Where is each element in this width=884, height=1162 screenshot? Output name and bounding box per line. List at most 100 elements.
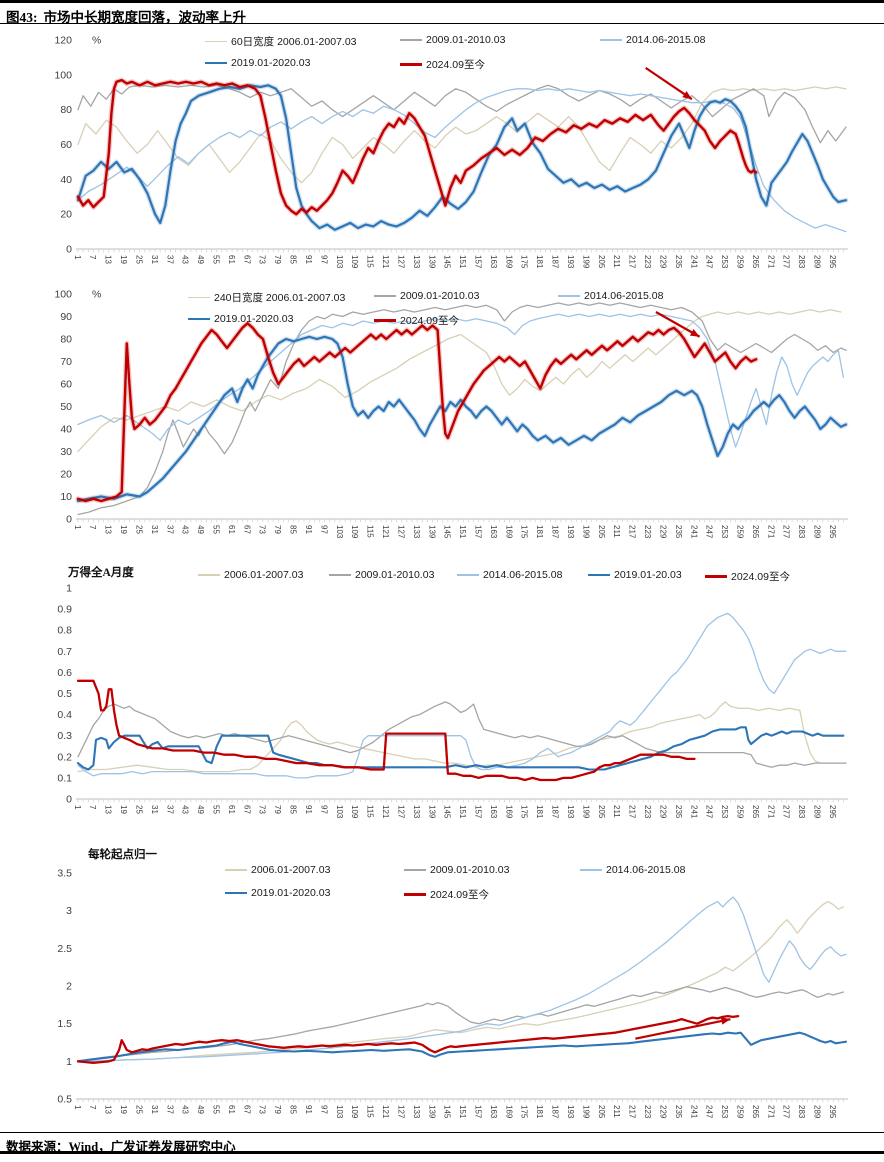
- svg-text:235: 235: [674, 525, 683, 539]
- svg-text:0.4: 0.4: [57, 709, 72, 721]
- legend-swatch: [188, 296, 210, 299]
- svg-text:7: 7: [88, 805, 97, 810]
- series-line: [77, 88, 847, 233]
- svg-text:91: 91: [304, 1105, 313, 1114]
- svg-text:37: 37: [165, 805, 174, 814]
- svg-text:241: 241: [689, 255, 698, 269]
- svg-text:30: 30: [60, 446, 72, 458]
- legend-label: 2024.09至今: [731, 571, 790, 583]
- svg-text:265: 265: [751, 1105, 760, 1119]
- svg-text:0.8: 0.8: [57, 625, 72, 637]
- svg-text:127: 127: [396, 525, 405, 539]
- svg-text:91: 91: [304, 805, 313, 814]
- svg-text:25: 25: [134, 805, 143, 814]
- svg-text:19: 19: [119, 255, 128, 264]
- legend-swatch: [374, 295, 396, 297]
- legend-swatch: [558, 295, 580, 297]
- legend-label: 2009.01-2010.03: [426, 34, 506, 46]
- svg-text:277: 277: [782, 1105, 791, 1119]
- svg-text:55: 55: [212, 805, 221, 814]
- annotation-arrow: [645, 66, 693, 101]
- svg-text:169: 169: [504, 255, 513, 269]
- svg-text:7: 7: [88, 525, 97, 530]
- legend-item: 2006.01-2007.03: [198, 569, 303, 581]
- svg-text:109: 109: [350, 525, 359, 539]
- svg-text:60: 60: [60, 139, 72, 151]
- legend-swatch: [457, 574, 479, 576]
- svg-text:283: 283: [797, 1105, 806, 1119]
- svg-text:199: 199: [581, 255, 590, 269]
- svg-text:85: 85: [289, 255, 298, 264]
- svg-text:115: 115: [366, 255, 375, 268]
- series-line: [76, 679, 696, 782]
- legend-label: 2014.06-2015.08: [606, 864, 686, 876]
- svg-text:193: 193: [566, 805, 575, 819]
- svg-text:37: 37: [165, 1105, 174, 1114]
- svg-text:223: 223: [643, 805, 652, 819]
- svg-text:241: 241: [689, 525, 698, 539]
- legend-swatch: [225, 891, 247, 895]
- series-line: [77, 302, 847, 516]
- svg-text:217: 217: [628, 525, 637, 539]
- series-line: [77, 84, 847, 144]
- svg-text:229: 229: [658, 805, 667, 819]
- svg-text:55: 55: [212, 525, 221, 534]
- svg-text:283: 283: [797, 525, 806, 539]
- svg-text:121: 121: [381, 255, 390, 269]
- svg-text:70: 70: [60, 356, 72, 368]
- y-axis-unit: %: [92, 289, 101, 301]
- svg-text:295: 295: [828, 1105, 837, 1119]
- svg-text:289: 289: [813, 805, 822, 819]
- svg-text:235: 235: [674, 255, 683, 269]
- svg-text:90: 90: [60, 311, 72, 323]
- svg-text:151: 151: [458, 805, 467, 819]
- svg-text:79: 79: [273, 525, 282, 534]
- svg-text:121: 121: [381, 525, 390, 539]
- legend-swatch: [705, 575, 727, 578]
- svg-text:145: 145: [443, 805, 452, 819]
- svg-text:217: 217: [628, 1105, 637, 1119]
- svg-text:265: 265: [751, 805, 760, 819]
- legend-label: 2024.09至今: [426, 59, 485, 71]
- series-line: [77, 896, 847, 1062]
- svg-text:223: 223: [643, 525, 652, 539]
- svg-text:157: 157: [473, 255, 482, 269]
- svg-text:103: 103: [335, 1105, 344, 1119]
- svg-text:25: 25: [134, 525, 143, 534]
- svg-text:277: 277: [782, 525, 791, 539]
- svg-text:43: 43: [181, 805, 190, 814]
- svg-text:295: 295: [828, 525, 837, 539]
- legend-label: 2014.06-2015.08: [483, 569, 563, 581]
- svg-text:0.1: 0.1: [57, 772, 72, 784]
- svg-text:61: 61: [227, 525, 236, 534]
- x-axis-labels: 1 7 13 19 25 31 37 43 49 55 61 67 73 79 85 91 97 103 109 11…: [73, 805, 837, 819]
- chart-normalized-to-cycle-start: 每轮起点归一 2006.01-2007.03 2009.01-2010.03 201…: [0, 842, 884, 1132]
- legend-item: 2014.06-2015.08: [558, 290, 663, 302]
- svg-text:181: 181: [535, 1105, 544, 1119]
- svg-text:253: 253: [720, 525, 729, 539]
- svg-text:181: 181: [535, 805, 544, 819]
- svg-text:205: 205: [597, 255, 606, 269]
- series-line: [77, 701, 847, 768]
- y-axis-unit: %: [92, 35, 101, 47]
- svg-text:163: 163: [489, 255, 498, 269]
- legend-label: 240日宽度 2006.01-2007.03: [214, 292, 346, 304]
- figure-footer: 数据来源：Wind，广发证券发展研究中心: [0, 1132, 884, 1154]
- legend-label: 2024.09至今: [430, 889, 489, 901]
- svg-text:0.5: 0.5: [57, 1094, 72, 1106]
- svg-text:175: 175: [520, 525, 529, 539]
- svg-text:283: 283: [797, 805, 806, 819]
- svg-text:187: 187: [551, 1105, 560, 1119]
- legend-swatch: [580, 869, 602, 871]
- svg-text:109: 109: [350, 255, 359, 269]
- series-line: [77, 309, 842, 453]
- legend-label: 2019.01-20.03: [614, 569, 682, 581]
- svg-text:13: 13: [104, 525, 113, 534]
- svg-text:85: 85: [289, 525, 298, 534]
- svg-text:43: 43: [181, 1105, 190, 1114]
- svg-text:295: 295: [828, 255, 837, 269]
- series-line-halo: [75, 320, 759, 504]
- svg-text:127: 127: [396, 1105, 405, 1119]
- svg-text:223: 223: [643, 255, 652, 269]
- svg-text:283: 283: [797, 255, 806, 269]
